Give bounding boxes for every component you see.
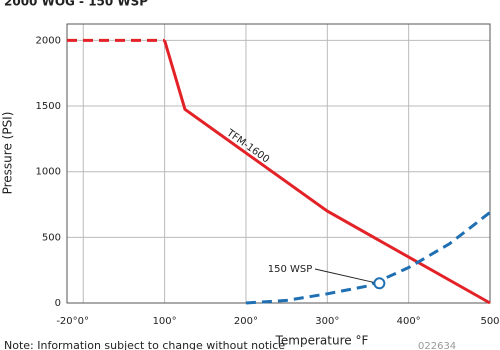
series-line xyxy=(245,211,491,305)
x-tick-label: 400° xyxy=(397,316,421,327)
code: 022634 xyxy=(418,341,456,350)
x-tick-label: -20° xyxy=(56,316,77,327)
series-line xyxy=(163,39,491,305)
y-tick-label: 0 xyxy=(55,298,61,309)
x-tick-label: 200° xyxy=(234,316,258,327)
x-axis-label: Temperature °F xyxy=(275,334,369,348)
annotation-text: 150 WSP xyxy=(268,264,313,275)
y-axis-label: Pressure (PSI) xyxy=(1,112,15,195)
y-tick-label: 1000 xyxy=(36,167,61,178)
x-tick-label: 100° xyxy=(153,316,177,327)
y-tick-label: 500 xyxy=(42,232,61,243)
x-tick-label: 0° xyxy=(78,316,89,327)
series-label: TFM-1600 xyxy=(224,127,272,165)
annotation-marker xyxy=(373,277,386,290)
note: Note: Information subject to change with… xyxy=(4,339,285,350)
x-tick-label: 500 xyxy=(480,316,499,327)
chart-title: 2000 WOG - 150 WSP xyxy=(4,0,148,9)
y-tick-label: 1500 xyxy=(36,101,61,112)
plot-frame xyxy=(66,23,491,304)
y-tick-label: 2000 xyxy=(36,35,61,46)
annotation-leader xyxy=(314,268,374,283)
x-tick-label: 300° xyxy=(315,316,339,327)
